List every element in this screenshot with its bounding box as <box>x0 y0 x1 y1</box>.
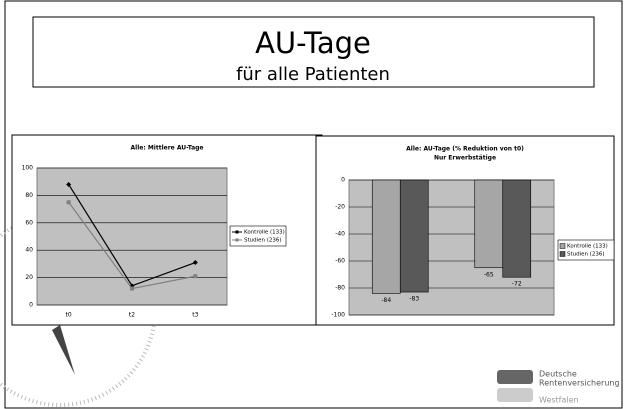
marker <box>130 286 134 291</box>
legend-label: Kontrolle (133) <box>567 244 608 250</box>
marker <box>66 181 72 187</box>
y-tick-label: 20 <box>25 274 33 281</box>
marker <box>193 274 198 279</box>
data-label: -83 <box>409 296 419 303</box>
slide-subtitle: für alle Patienten <box>236 64 390 85</box>
data-label: -84 <box>381 297 391 304</box>
bar <box>474 179 504 269</box>
y-tick-label: -60 <box>335 258 345 265</box>
legend-box <box>557 239 615 261</box>
y-tick-label: -100 <box>331 312 345 319</box>
y-tick-label: -20 <box>335 204 345 211</box>
y-tick-label: 0 <box>341 177 345 184</box>
y-tick-label: 80 <box>25 192 33 199</box>
chart-title: Alle: Mittlere AU-Tage <box>131 145 204 152</box>
y-tick-label: -40 <box>335 231 345 238</box>
bar <box>371 179 401 294</box>
data-label: -65 <box>484 271 494 278</box>
slide-title: AU-Tage <box>255 26 371 60</box>
x-tick-label: t0 <box>66 312 72 319</box>
legend-swatch <box>559 243 566 249</box>
chart-title: Alle: AU-Tage (% Reduktion von t0) <box>406 146 524 153</box>
logo: Deutsche Rentenversicherung Westfalen <box>497 370 620 405</box>
chart-subtitle: Nur Erwerbstätige <box>434 155 496 162</box>
legend-box <box>229 225 287 247</box>
logo-mark <box>497 388 533 402</box>
data-label: -72 <box>512 281 522 288</box>
legend-label: Studien (236) <box>244 238 282 244</box>
marker <box>192 260 198 266</box>
marker <box>66 200 71 205</box>
y-tick-label: -80 <box>335 285 345 292</box>
title-box <box>32 16 595 88</box>
bar <box>399 179 429 293</box>
y-tick-label: 0 <box>29 302 33 309</box>
x-tick-label: t2 <box>129 312 135 319</box>
logo-mark <box>497 370 533 384</box>
y-tick-label: 40 <box>25 247 33 254</box>
logo-text: Deutsche <box>539 370 577 379</box>
logo-text: Rentenversicherung <box>539 379 620 388</box>
legend-marker <box>235 230 239 234</box>
legend-marker <box>235 238 239 242</box>
x-tick-label: t3 <box>192 312 198 319</box>
legend-label: Kontrolle (133) <box>244 230 285 236</box>
legend-label: Studien (236) <box>567 252 605 258</box>
logo-text: Westfalen <box>539 396 579 405</box>
y-tick-label: 100 <box>22 165 34 172</box>
bar <box>502 179 532 278</box>
legend-swatch <box>559 251 566 257</box>
y-tick-label: 60 <box>25 219 33 226</box>
